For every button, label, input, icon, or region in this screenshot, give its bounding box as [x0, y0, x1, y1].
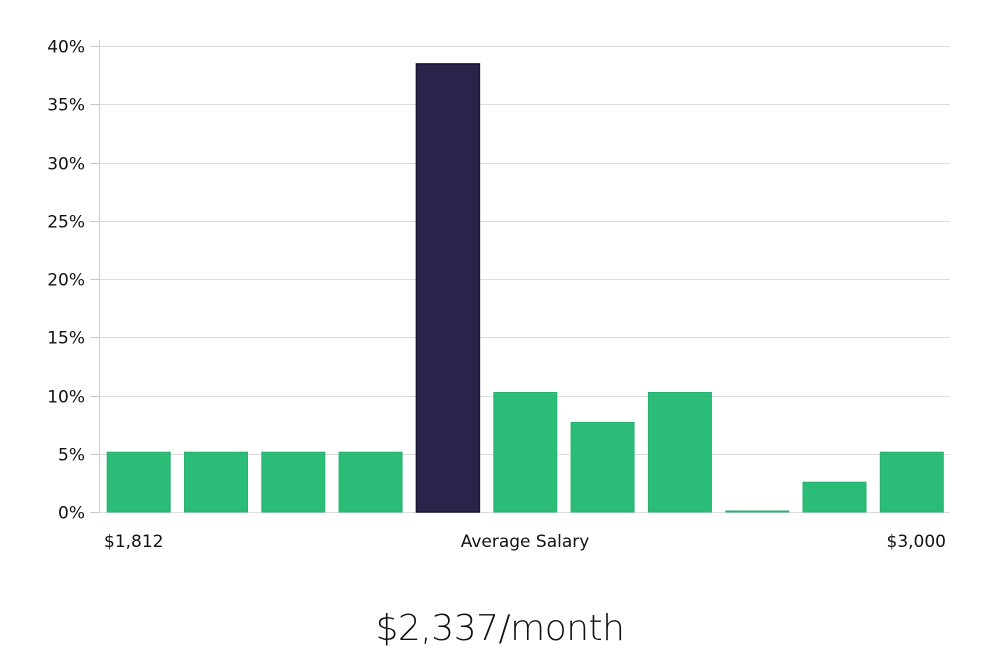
y-axis-ticks: 0% 5% 10% 15% 20% 25% 30% 35% 40%	[47, 38, 100, 524]
y-tick-label: 15%	[47, 329, 85, 349]
x-axis-min-label: $1,812	[104, 532, 163, 552]
y-tick-label: 0%	[58, 504, 85, 524]
bar	[106, 451, 171, 513]
y-tick-label: 10%	[47, 388, 85, 408]
average-salary-value: $2,337/month	[375, 608, 625, 649]
bar	[725, 510, 790, 513]
y-tick-label: 35%	[47, 96, 85, 116]
bar	[184, 451, 248, 513]
bar	[570, 421, 635, 513]
bar	[879, 451, 944, 513]
bar	[493, 392, 558, 513]
bar	[338, 451, 403, 513]
salary-histogram-chart: 0% 5% 10% 15% 20% 25% 30% 35% 40% $1,812 Average…	[47, 38, 950, 552]
bar	[261, 451, 326, 513]
y-tick-label: 20%	[47, 271, 85, 291]
y-tick-label: 40%	[47, 38, 85, 58]
y-tick-label: 25%	[47, 213, 85, 233]
bars	[106, 63, 944, 513]
y-tick-label: 5%	[58, 446, 85, 466]
bar	[802, 481, 867, 513]
y-tick-label: 30%	[47, 155, 85, 175]
x-axis-max-label: $3,000	[887, 532, 946, 552]
bar-highlighted	[415, 63, 481, 513]
x-axis-title: Average Salary	[461, 532, 590, 552]
bar	[647, 392, 712, 513]
